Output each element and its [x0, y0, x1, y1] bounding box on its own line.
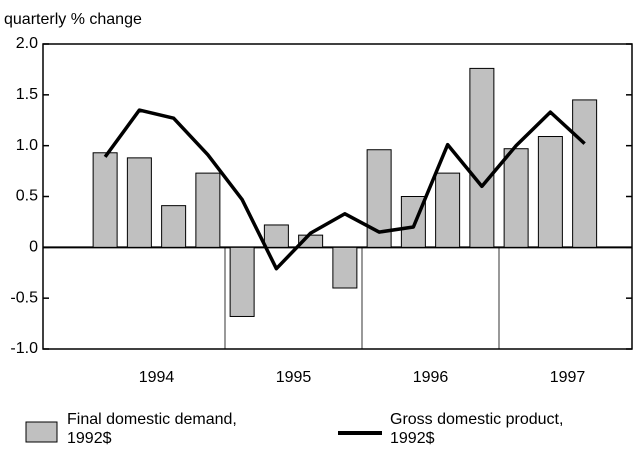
- legend-label: Final domestic demand, 1992$: [67, 411, 237, 447]
- bar: [503, 148, 529, 248]
- bar: [161, 205, 187, 248]
- y-tick-label: 2.0: [16, 35, 38, 52]
- y-tick-label: 1.5: [16, 86, 38, 103]
- bar: [537, 136, 563, 248]
- x-tick-label: 1995: [276, 369, 312, 386]
- bar: [469, 67, 495, 248]
- bar: [229, 246, 255, 317]
- bar: [332, 246, 358, 289]
- bar: [195, 172, 221, 248]
- bar: [126, 157, 152, 248]
- x-tick-label: 1997: [550, 369, 586, 386]
- y-tick-label: 1.0: [16, 137, 38, 154]
- bar: [572, 99, 598, 248]
- legend-swatch: [25, 421, 58, 443]
- legend-label: Gross domestic product, 1992$: [390, 411, 564, 447]
- y-tick-label: 0: [29, 239, 38, 256]
- y-tick-label: -1.0: [10, 340, 38, 357]
- bar: [263, 224, 289, 248]
- y-tick-label: 0.5: [16, 188, 38, 205]
- bar: [435, 172, 461, 248]
- x-tick-label: 1994: [139, 369, 175, 386]
- y-axis-label: quarterly % change: [4, 11, 142, 28]
- bar: [92, 152, 118, 248]
- line: [103, 108, 586, 271]
- y-tick-label: -0.5: [10, 289, 38, 306]
- x-tick-label: 1996: [413, 369, 449, 386]
